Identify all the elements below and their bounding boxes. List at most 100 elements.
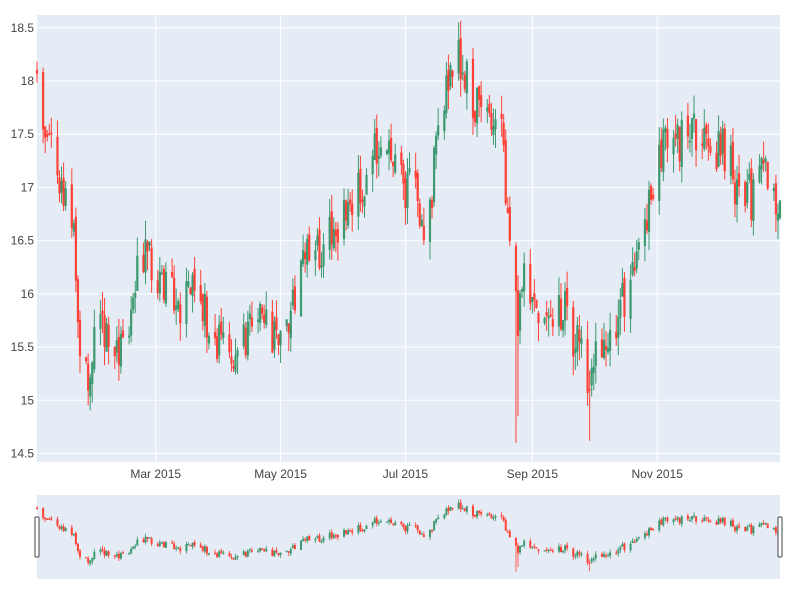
slider-candle-body	[302, 538, 305, 541]
slider-candle-body	[650, 527, 653, 530]
slider-candle-increasing	[662, 516, 665, 527]
candle-body	[602, 340, 606, 359]
candle-body	[717, 130, 720, 167]
slider-candle-body	[733, 527, 736, 531]
candle-increasing	[629, 264, 632, 333]
rangeslider-handle-right[interactable]	[777, 516, 783, 558]
candle-body	[545, 312, 548, 316]
slider-candle-body	[566, 545, 569, 549]
candle-increasing	[373, 118, 376, 161]
slider-candle-body	[361, 530, 364, 532]
candle-increasing	[130, 295, 133, 343]
rangeslider-handle-left[interactable]	[34, 516, 40, 558]
candle-increasing	[494, 109, 497, 148]
slider-candle-body	[191, 542, 194, 547]
candle-body	[678, 126, 681, 162]
x-tick-label: Sep 2015	[507, 467, 559, 481]
slider-candle-body	[216, 553, 219, 558]
slider-candle-body	[144, 536, 147, 543]
candle-body	[549, 314, 552, 317]
slider-candle-body	[293, 544, 296, 549]
slider-candle-increasing	[128, 551, 131, 555]
slider-candle-body	[609, 552, 612, 556]
slider-candle-body	[486, 514, 489, 516]
candle-increasing	[557, 277, 561, 337]
candle-increasing	[363, 195, 366, 218]
candle-body	[205, 296, 208, 338]
slider-candle-body	[334, 535, 337, 537]
candle-decreasing	[733, 169, 737, 218]
slider-candle-body	[345, 530, 348, 534]
slider-candle-increasing	[373, 516, 376, 524]
candle-body	[119, 333, 123, 367]
candle-increasing	[465, 58, 468, 110]
slider-candle-decreasing	[277, 552, 280, 557]
candle-body	[400, 152, 403, 165]
slider-candle-decreasing	[263, 547, 266, 553]
slider-candle-body	[203, 546, 206, 552]
candle-body	[746, 182, 749, 203]
slider-candle-increasing	[457, 499, 460, 510]
candle-body	[70, 184, 73, 228]
slider-candle-decreasing	[171, 540, 174, 544]
candle-increasing	[643, 207, 647, 262]
candle-body	[606, 347, 610, 353]
candle-body	[216, 336, 219, 360]
candle-decreasing	[473, 110, 477, 128]
candle-body	[428, 199, 432, 243]
slider-candle-decreasing	[707, 516, 710, 524]
y-tick-label: 17	[21, 180, 35, 194]
slider-candle-decreasing	[287, 551, 290, 556]
candle-body	[191, 275, 194, 297]
candle-increasing	[265, 291, 268, 329]
candle-increasing	[291, 278, 294, 310]
candle-body	[160, 272, 163, 275]
candle-decreasing	[418, 198, 421, 229]
slider-candle-increasing	[721, 516, 724, 525]
candle-body	[50, 132, 53, 135]
candle-body	[537, 312, 540, 324]
slider-candle-body	[705, 517, 708, 519]
candle-body	[471, 58, 475, 119]
slider-candle-body	[142, 539, 145, 543]
slider-candle-increasing	[690, 515, 693, 523]
slider-candle-increasing	[242, 549, 245, 556]
slider-candle-body	[130, 548, 133, 554]
candle-body	[502, 122, 505, 146]
slider-candle-increasing	[433, 520, 436, 532]
slider-candle-decreasing	[46, 518, 49, 521]
slider-candle-body	[390, 519, 393, 524]
slider-candle-body	[658, 520, 661, 531]
candle-body	[72, 222, 75, 232]
candle-increasing	[672, 129, 675, 173]
slider-candle-body	[443, 514, 446, 519]
slider-candle-body	[357, 525, 360, 533]
slider-candle-body	[594, 554, 597, 559]
candle-body	[463, 74, 466, 90]
candle-decreasing	[404, 170, 407, 226]
candle-decreasing	[76, 275, 80, 339]
candle-increasing	[242, 313, 245, 350]
slider-candle-body	[214, 552, 217, 554]
candle-body	[478, 86, 481, 101]
slider-candle-body	[690, 516, 693, 520]
slider-candle-increasing	[592, 556, 595, 563]
slider-candle-body	[232, 558, 235, 560]
slider-candle-increasing	[629, 541, 632, 553]
candle-increasing	[91, 360, 94, 403]
slider-candle-increasing	[322, 535, 325, 544]
slider-candle-increasing	[772, 527, 775, 531]
candle-increasing	[563, 282, 567, 336]
slider-candle-decreasing	[514, 537, 517, 572]
candle-body	[762, 159, 765, 164]
slider-candle-decreasing	[121, 550, 124, 554]
candle-body	[89, 377, 92, 397]
candle-body	[132, 297, 135, 310]
y-tick-label: 16	[21, 287, 35, 301]
slider-candle-body	[592, 558, 595, 560]
candle-body	[256, 319, 260, 322]
candle-body	[44, 126, 47, 138]
candle-body	[246, 321, 249, 356]
candle-decreasing	[330, 195, 333, 261]
slider-candle-increasing	[72, 533, 75, 537]
